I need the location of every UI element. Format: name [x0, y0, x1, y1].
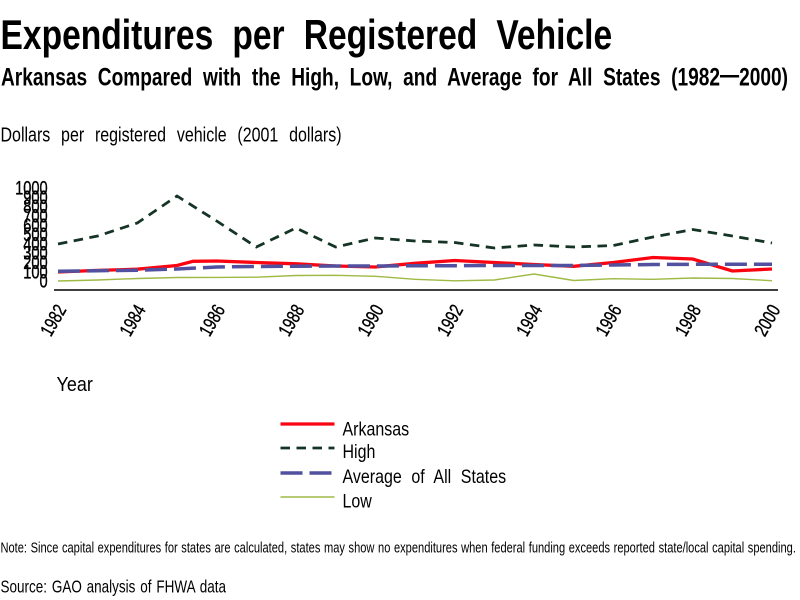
- svg-text:Low: Low: [343, 490, 372, 512]
- svg-text:100: 100: [23, 261, 47, 282]
- svg-text:1994: 1994: [512, 301, 547, 340]
- svg-text:900: 900: [23, 187, 47, 208]
- svg-text:300: 300: [23, 243, 47, 264]
- svg-text:1988: 1988: [274, 301, 309, 340]
- svg-text:0: 0: [39, 271, 47, 292]
- svg-text:Average of All States: Average of All States: [343, 466, 507, 488]
- svg-text:400: 400: [23, 234, 47, 255]
- svg-text:1996: 1996: [591, 301, 626, 340]
- svg-text:800: 800: [23, 196, 47, 217]
- svg-text:700: 700: [23, 206, 47, 227]
- svg-text:Arkansas: Arkansas: [343, 418, 410, 440]
- svg-text:Year: Year: [57, 374, 94, 396]
- svg-text:1998: 1998: [671, 301, 706, 340]
- svg-text:1992: 1992: [433, 301, 468, 340]
- svg-text:Dollars per registered vehicle: Dollars per registered vehicle (2001 dol…: [1, 124, 342, 146]
- svg-text:1986: 1986: [195, 301, 230, 340]
- svg-text:200: 200: [23, 252, 47, 273]
- svg-text:2000: 2000: [750, 301, 785, 340]
- svg-text:High: High: [343, 441, 376, 463]
- svg-text:Source: GAO analysis of FHWA d: Source: GAO analysis of FHWA data: [1, 578, 227, 597]
- svg-text:600: 600: [23, 215, 47, 236]
- svg-text:1982: 1982: [36, 301, 71, 340]
- svg-text:Note: Since capital expenditur: Note: Since capital expenditures for sta…: [1, 539, 796, 556]
- svg-text:Arkansas Compared with the Hig: Arkansas Compared with the High, Low, an…: [1, 61, 788, 92]
- svg-text:500: 500: [23, 224, 47, 245]
- svg-text:1984: 1984: [115, 301, 150, 340]
- svg-text:1990: 1990: [353, 301, 388, 340]
- svg-text:1000: 1000: [15, 178, 48, 199]
- svg-text:Expenditures per Registered Ve: Expenditures per Registered Vehicle: [1, 12, 613, 58]
